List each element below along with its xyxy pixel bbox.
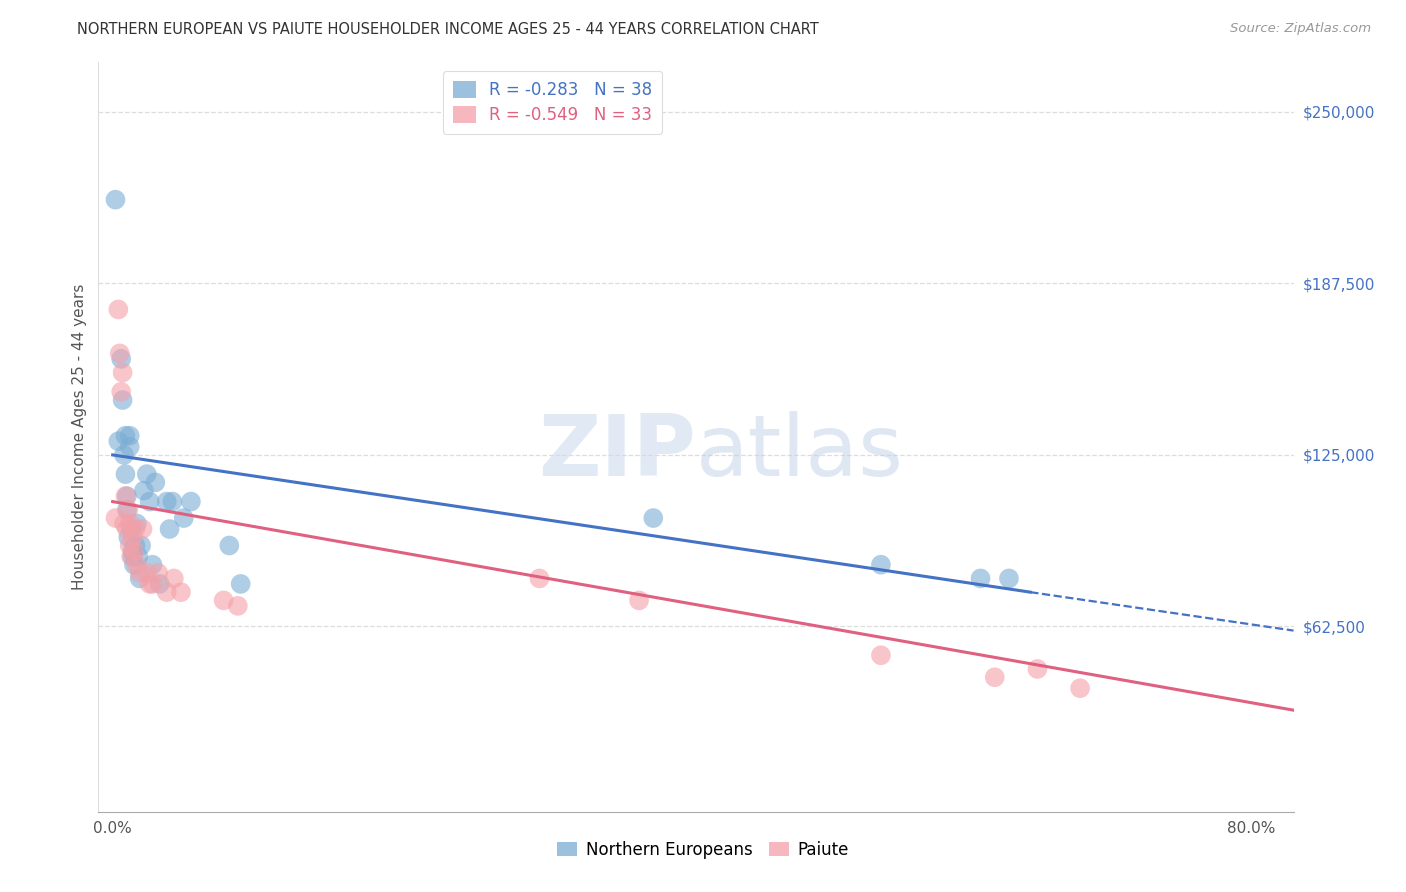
- Point: [148, 566, 170, 580]
- Point: [173, 511, 195, 525]
- Point: [117, 503, 139, 517]
- Point: [121, 544, 143, 558]
- Point: [114, 489, 136, 503]
- Point: [870, 558, 893, 572]
- Point: [115, 503, 138, 517]
- Point: [118, 539, 141, 553]
- Point: [120, 522, 142, 536]
- Point: [127, 549, 149, 564]
- Point: [141, 577, 163, 591]
- Point: [135, 566, 157, 580]
- Point: [104, 511, 127, 525]
- Text: ZIP: ZIP: [538, 410, 696, 493]
- Point: [163, 571, 186, 585]
- Text: Source: ZipAtlas.com: Source: ZipAtlas.com: [1230, 22, 1371, 36]
- Point: [110, 351, 132, 366]
- Point: [212, 593, 235, 607]
- Point: [138, 494, 160, 508]
- Legend: R = -0.283   N = 38, R = -0.549   N = 33: R = -0.283 N = 38, R = -0.549 N = 33: [443, 70, 662, 134]
- Point: [132, 483, 155, 498]
- Point: [124, 522, 146, 536]
- Point: [643, 511, 665, 525]
- Y-axis label: Householder Income Ages 25 - 44 years: Householder Income Ages 25 - 44 years: [72, 284, 87, 591]
- Point: [118, 428, 141, 442]
- Point: [129, 539, 152, 553]
- Point: [115, 489, 138, 503]
- Point: [984, 670, 1007, 684]
- Point: [156, 494, 179, 508]
- Point: [156, 585, 179, 599]
- Point: [226, 599, 249, 613]
- Point: [138, 577, 160, 591]
- Point: [141, 558, 163, 572]
- Point: [125, 558, 148, 572]
- Text: atlas: atlas: [696, 410, 904, 493]
- Point: [117, 530, 139, 544]
- Point: [107, 302, 129, 317]
- Point: [114, 467, 136, 482]
- Point: [121, 530, 143, 544]
- Point: [114, 428, 136, 442]
- Point: [131, 522, 153, 536]
- Point: [628, 593, 651, 607]
- Point: [229, 577, 252, 591]
- Point: [108, 346, 131, 360]
- Point: [118, 516, 141, 531]
- Point: [128, 571, 150, 585]
- Point: [112, 448, 135, 462]
- Point: [128, 566, 150, 580]
- Point: [110, 384, 132, 399]
- Point: [180, 494, 202, 508]
- Point: [107, 434, 129, 449]
- Point: [170, 585, 193, 599]
- Point: [118, 440, 141, 454]
- Point: [124, 539, 146, 553]
- Point: [121, 549, 143, 564]
- Point: [529, 571, 551, 585]
- Text: NORTHERN EUROPEAN VS PAIUTE HOUSEHOLDER INCOME AGES 25 - 44 YEARS CORRELATION CH: NORTHERN EUROPEAN VS PAIUTE HOUSEHOLDER …: [77, 22, 820, 37]
- Point: [998, 571, 1021, 585]
- Point: [120, 549, 142, 564]
- Point: [111, 366, 134, 380]
- Point: [122, 558, 145, 572]
- Point: [162, 494, 184, 508]
- Point: [122, 544, 145, 558]
- Point: [104, 193, 127, 207]
- Point: [1069, 681, 1091, 696]
- Point: [111, 392, 134, 407]
- Point: [159, 522, 181, 536]
- Point: [135, 467, 157, 482]
- Legend: Northern Europeans, Paiute: Northern Europeans, Paiute: [551, 835, 855, 866]
- Point: [149, 577, 172, 591]
- Point: [143, 475, 166, 490]
- Point: [115, 522, 138, 536]
- Point: [125, 516, 148, 531]
- Point: [218, 539, 240, 553]
- Point: [870, 648, 893, 663]
- Point: [1026, 662, 1049, 676]
- Point: [969, 571, 991, 585]
- Point: [112, 516, 135, 531]
